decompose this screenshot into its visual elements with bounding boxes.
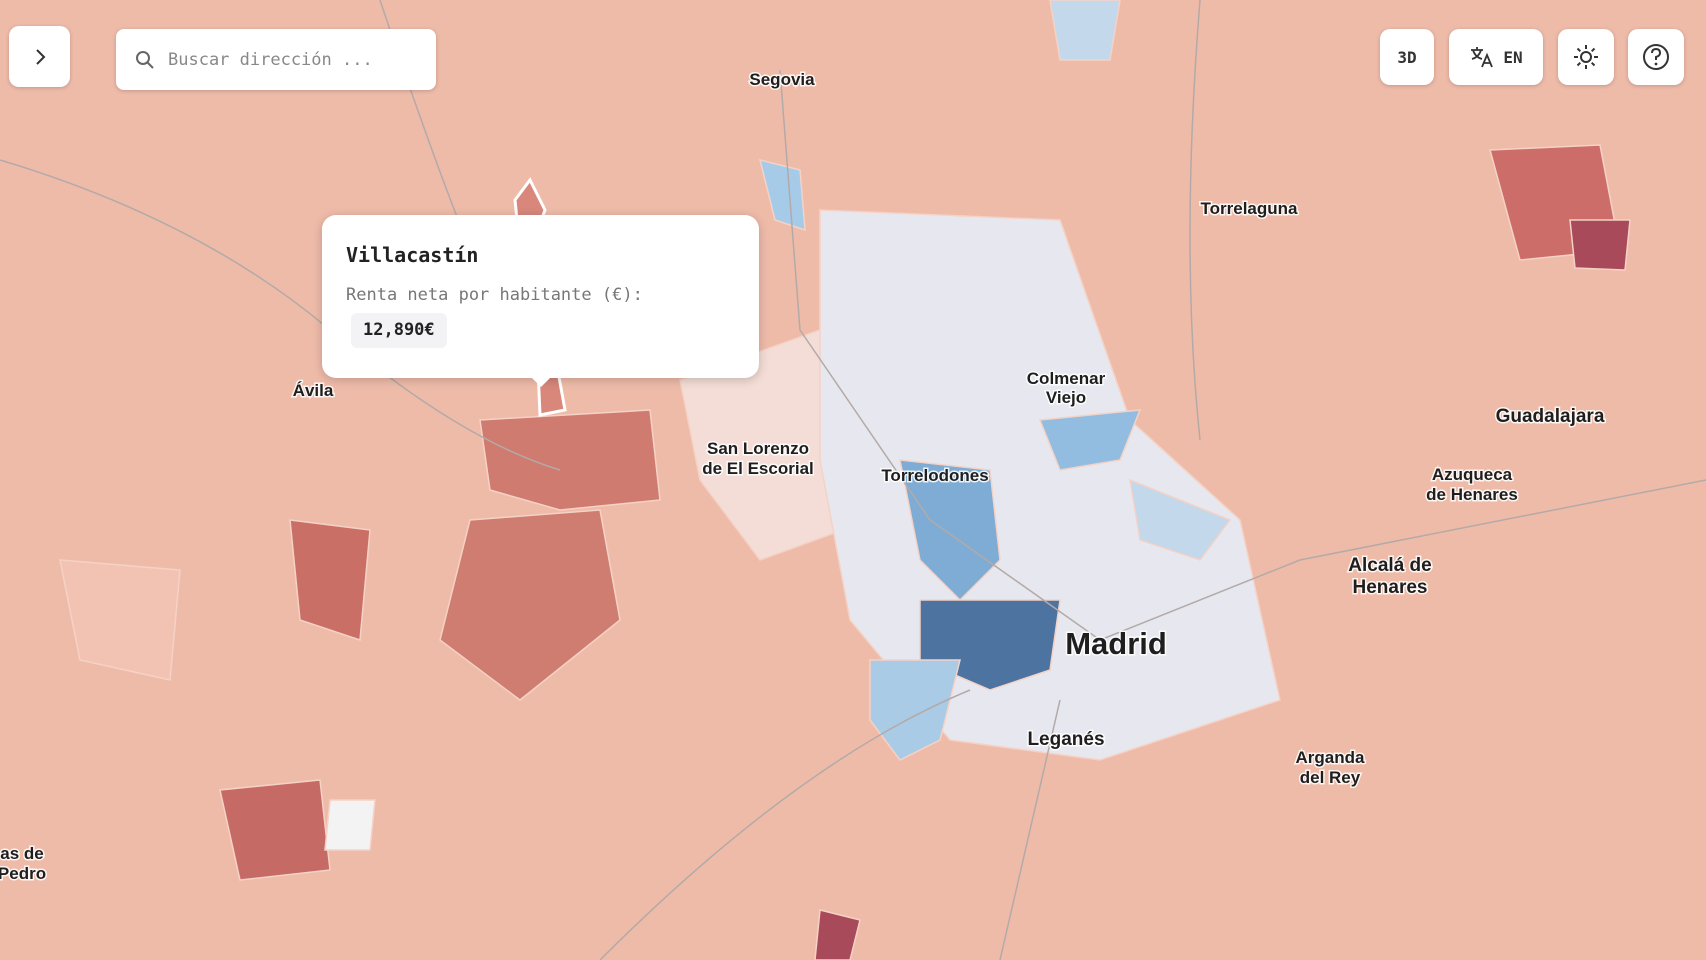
place-label: Leganés [1027,729,1104,750]
place-label: Torrelodones [881,466,988,485]
help-icon [1643,44,1669,70]
place-label: Alcalá de [1348,555,1431,576]
place-label: Henares [1353,577,1428,598]
place-label: de El Escorial [702,459,814,478]
place-label: Viejo [1046,388,1086,407]
sun-icon [1574,45,1598,69]
help-button[interactable] [1628,29,1684,85]
language-button[interactable]: EN [1449,29,1543,85]
tooltip-label: Renta neta por habitante (€): [346,285,643,305]
search-box[interactable]: Buscar dirección ... [116,29,436,90]
place-label: Pedro [0,864,46,883]
search-placeholder: Buscar dirección ... [168,49,373,70]
3d-button[interactable]: 3D [1380,29,1434,85]
place-label: Arganda [1296,748,1366,767]
place-label: Madrid [1065,626,1167,661]
button-label: 3D [1397,47,1417,67]
place-label: de Henares [1426,485,1518,504]
place-labels: Segovia Ávila San Lorenzo de El Escorial… [0,69,1606,885]
place-label: San Lorenzo [707,439,809,458]
regions [59,0,1631,960]
chevron-icon [35,48,45,65]
button-label: EN [1503,47,1523,67]
theme-button[interactable] [1558,29,1614,85]
place-label: del Rey [1300,768,1361,787]
place-label: Segovia [749,70,815,89]
search-icon [136,50,154,69]
tooltip-value: 12,890€ [351,313,447,348]
place-label: Ávila [293,381,334,400]
place-label: Guadalajara [1496,406,1605,427]
translate-icon [1471,47,1494,68]
place-label: Torrelaguna [1201,199,1299,218]
place-label: Azuqueca [1432,465,1513,484]
tooltip: Villacastín Renta neta por habitante (€)… [322,215,759,387]
place-label: as de [0,844,43,863]
sidebar-toggle[interactable] [9,26,70,87]
place-label: Colmenar [1027,369,1106,388]
tooltip-title: Villacastín [346,243,479,267]
